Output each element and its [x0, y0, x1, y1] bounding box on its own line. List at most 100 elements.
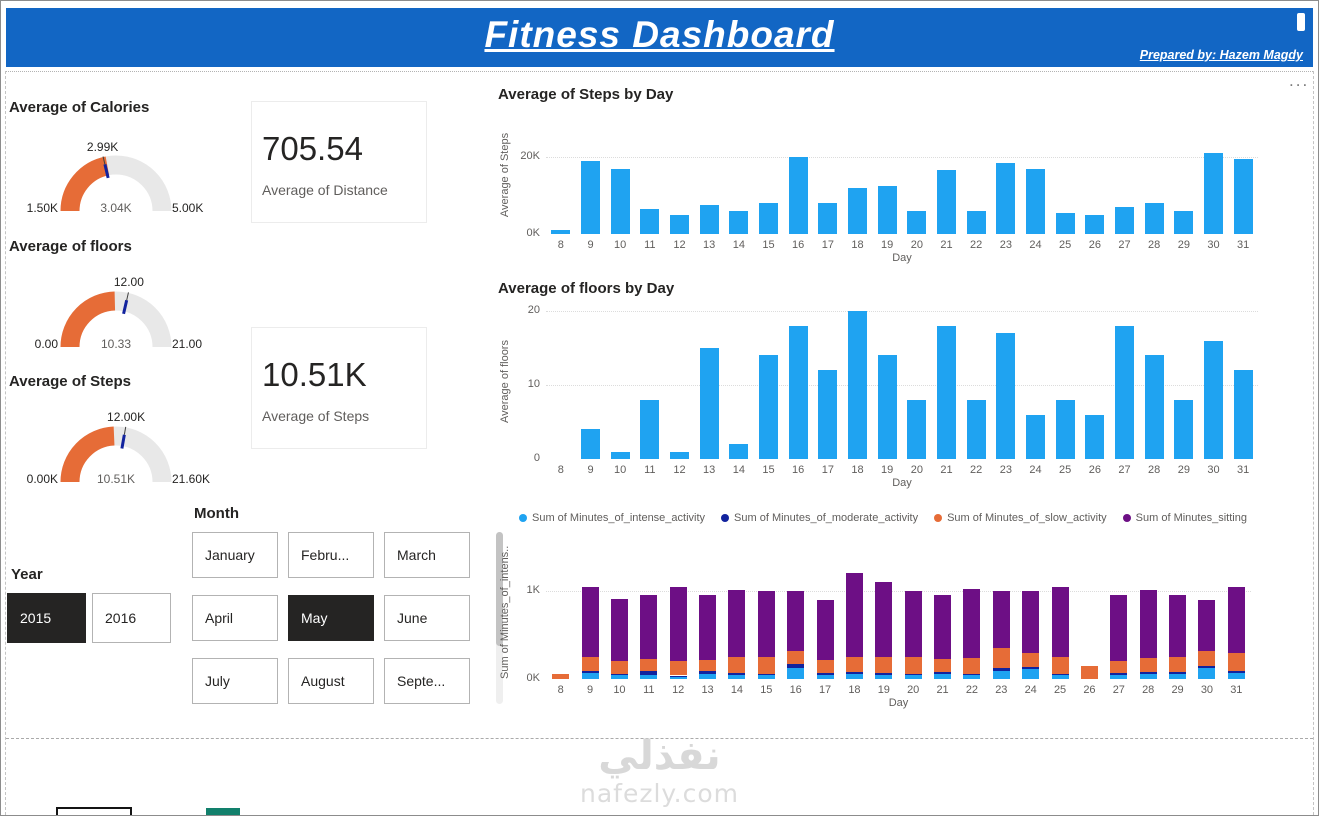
bar-day-26[interactable] [1085, 214, 1105, 234]
bar-day-16[interactable] [788, 325, 808, 459]
segment-sum-of-minutes-of-slow-activity-day-25[interactable] [1051, 657, 1069, 674]
month-button-febru[interactable]: Febru... [288, 532, 374, 578]
segment-sum-of-minutes-sitting-day-17[interactable] [816, 599, 834, 660]
segment-sum-of-minutes-of-intense-activity-day-25[interactable] [1051, 675, 1069, 679]
segment-sum-of-minutes-sitting-day-31[interactable] [1227, 586, 1245, 654]
segment-sum-of-minutes-of-moderate-activity-day-28[interactable] [1139, 671, 1157, 674]
month-button-march[interactable]: March [384, 532, 470, 578]
bar-day-22[interactable] [966, 399, 986, 459]
bar-day-28[interactable] [1144, 203, 1164, 234]
segment-sum-of-minutes-of-moderate-activity-day-20[interactable] [904, 674, 922, 676]
bar-day-12[interactable] [670, 214, 689, 234]
bar-day-23[interactable] [996, 162, 1016, 234]
segment-sum-of-minutes-sitting-day-21[interactable] [934, 595, 952, 660]
bar-day-25[interactable] [1055, 212, 1075, 234]
month-button-june[interactable]: June [384, 595, 470, 641]
segment-sum-of-minutes-of-slow-activity-day-21[interactable] [934, 659, 952, 673]
segment-sum-of-minutes-of-slow-activity-day-30[interactable] [1198, 650, 1216, 666]
segment-sum-of-minutes-of-intense-activity-day-17[interactable] [816, 674, 834, 679]
segment-sum-of-minutes-of-slow-activity-day-10[interactable] [610, 660, 628, 675]
segment-sum-of-minutes-of-moderate-activity-day-31[interactable] [1227, 670, 1245, 673]
segment-sum-of-minutes-of-slow-activity-day-16[interactable] [787, 650, 805, 665]
segment-sum-of-minutes-of-slow-activity-day-26[interactable] [1080, 665, 1098, 679]
bar-day-19[interactable] [877, 185, 897, 234]
segment-sum-of-minutes-of-moderate-activity-day-27[interactable] [1110, 672, 1128, 675]
bar-day-30[interactable] [1204, 153, 1223, 234]
segment-sum-of-minutes-sitting-day-27[interactable] [1110, 595, 1128, 661]
bar-day-13[interactable] [699, 205, 719, 234]
bar-day-14[interactable] [729, 210, 749, 234]
segment-sum-of-minutes-sitting-day-15[interactable] [757, 591, 775, 657]
legend-item-sum-of-minutes-of-moderate-activity[interactable]: Sum of Minutes_of_moderate_activity [721, 512, 918, 524]
segment-sum-of-minutes-sitting-day-9[interactable] [581, 586, 599, 657]
segment-sum-of-minutes-of-slow-activity-day-31[interactable] [1227, 653, 1245, 671]
segment-sum-of-minutes-sitting-day-19[interactable] [875, 582, 893, 657]
segment-sum-of-minutes-of-moderate-activity-day-16[interactable] [787, 664, 805, 668]
segment-sum-of-minutes-of-slow-activity-day-19[interactable] [875, 657, 893, 673]
segment-sum-of-minutes-sitting-day-24[interactable] [1022, 591, 1040, 654]
bar-day-31[interactable] [1233, 370, 1253, 459]
segment-sum-of-minutes-of-moderate-activity-day-11[interactable] [640, 671, 658, 675]
bar-day-16[interactable] [788, 157, 808, 234]
segment-sum-of-minutes-of-intense-activity-day-11[interactable] [640, 674, 658, 679]
segment-sum-of-minutes-of-intense-activity-day-30[interactable] [1198, 668, 1216, 679]
bar-day-25[interactable] [1055, 399, 1075, 459]
segment-sum-of-minutes-sitting-day-30[interactable] [1198, 599, 1216, 651]
bar-day-17[interactable] [818, 370, 838, 459]
segment-sum-of-minutes-of-intense-activity-day-14[interactable] [728, 674, 746, 679]
month-button-may[interactable]: May [288, 595, 374, 641]
segment-sum-of-minutes-of-slow-activity-day-18[interactable] [845, 656, 863, 672]
bottom-clipped-widget[interactable] [56, 807, 132, 815]
segment-sum-of-minutes-of-moderate-activity-day-23[interactable] [992, 668, 1010, 672]
bar-day-19[interactable] [877, 355, 897, 459]
bar-day-17[interactable] [818, 203, 838, 234]
bottom-clipped-tab[interactable] [206, 808, 240, 815]
segment-sum-of-minutes-of-intense-activity-day-31[interactable] [1227, 672, 1245, 679]
segment-sum-of-minutes-of-moderate-activity-day-24[interactable] [1022, 667, 1040, 670]
segment-sum-of-minutes-of-moderate-activity-day-19[interactable] [875, 672, 893, 675]
segment-sum-of-minutes-of-intense-activity-day-22[interactable] [963, 675, 981, 679]
segment-sum-of-minutes-of-moderate-activity-day-21[interactable] [934, 672, 952, 675]
bar-day-29[interactable] [1174, 399, 1194, 459]
bar-day-23[interactable] [996, 333, 1016, 459]
bar-day-11[interactable] [640, 399, 660, 459]
bar-day-14[interactable] [729, 444, 749, 459]
segment-sum-of-minutes-sitting-day-16[interactable] [787, 591, 805, 651]
month-button-septe[interactable]: Septe... [384, 658, 470, 704]
bar-day-30[interactable] [1204, 340, 1223, 459]
segment-sum-of-minutes-of-intense-activity-day-10[interactable] [610, 675, 628, 679]
segment-sum-of-minutes-of-moderate-activity-day-29[interactable] [1169, 672, 1187, 675]
bar-day-24[interactable] [1026, 168, 1045, 234]
segment-sum-of-minutes-of-intense-activity-day-28[interactable] [1139, 673, 1157, 679]
year-button-2016[interactable]: 2016 [92, 593, 171, 643]
bar-day-27[interactable] [1115, 207, 1134, 234]
segment-sum-of-minutes-of-slow-activity-day-9[interactable] [581, 657, 599, 672]
segment-sum-of-minutes-of-intense-activity-day-20[interactable] [904, 675, 922, 679]
segment-sum-of-minutes-of-moderate-activity-day-17[interactable] [816, 672, 834, 675]
credit-link[interactable]: Prepared by: Hazem Magdy [1139, 48, 1303, 62]
segment-sum-of-minutes-of-slow-activity-day-8[interactable] [552, 673, 570, 679]
segment-sum-of-minutes-of-slow-activity-day-20[interactable] [904, 656, 922, 675]
bar-day-15[interactable] [759, 355, 778, 459]
segment-sum-of-minutes-of-moderate-activity-day-25[interactable] [1051, 673, 1069, 676]
segment-sum-of-minutes-of-slow-activity-day-11[interactable] [640, 658, 658, 672]
month-slicer-scrollbar-thumb[interactable] [496, 532, 503, 646]
year-button-2015[interactable]: 2015 [7, 593, 86, 643]
bar-day-18[interactable] [848, 311, 867, 459]
segment-sum-of-minutes-sitting-day-10[interactable] [610, 599, 628, 661]
segment-sum-of-minutes-of-intense-activity-day-13[interactable] [699, 673, 717, 679]
bar-day-28[interactable] [1144, 355, 1164, 459]
segment-sum-of-minutes-of-slow-activity-day-13[interactable] [699, 659, 717, 672]
header-scrollbar-thumb[interactable] [1297, 13, 1305, 31]
segment-sum-of-minutes-of-slow-activity-day-17[interactable] [816, 659, 834, 673]
segment-sum-of-minutes-sitting-day-29[interactable] [1169, 595, 1187, 658]
segment-sum-of-minutes-sitting-day-18[interactable] [845, 573, 863, 657]
bar-day-9[interactable] [581, 429, 600, 459]
segment-sum-of-minutes-of-intense-activity-day-16[interactable] [787, 667, 805, 679]
bar-day-11[interactable] [640, 208, 660, 234]
month-button-april[interactable]: April [192, 595, 278, 641]
segment-sum-of-minutes-of-slow-activity-day-12[interactable] [669, 661, 687, 676]
bar-day-29[interactable] [1174, 210, 1194, 234]
segment-sum-of-minutes-sitting-day-11[interactable] [640, 595, 658, 659]
bar-day-8[interactable] [551, 230, 571, 234]
